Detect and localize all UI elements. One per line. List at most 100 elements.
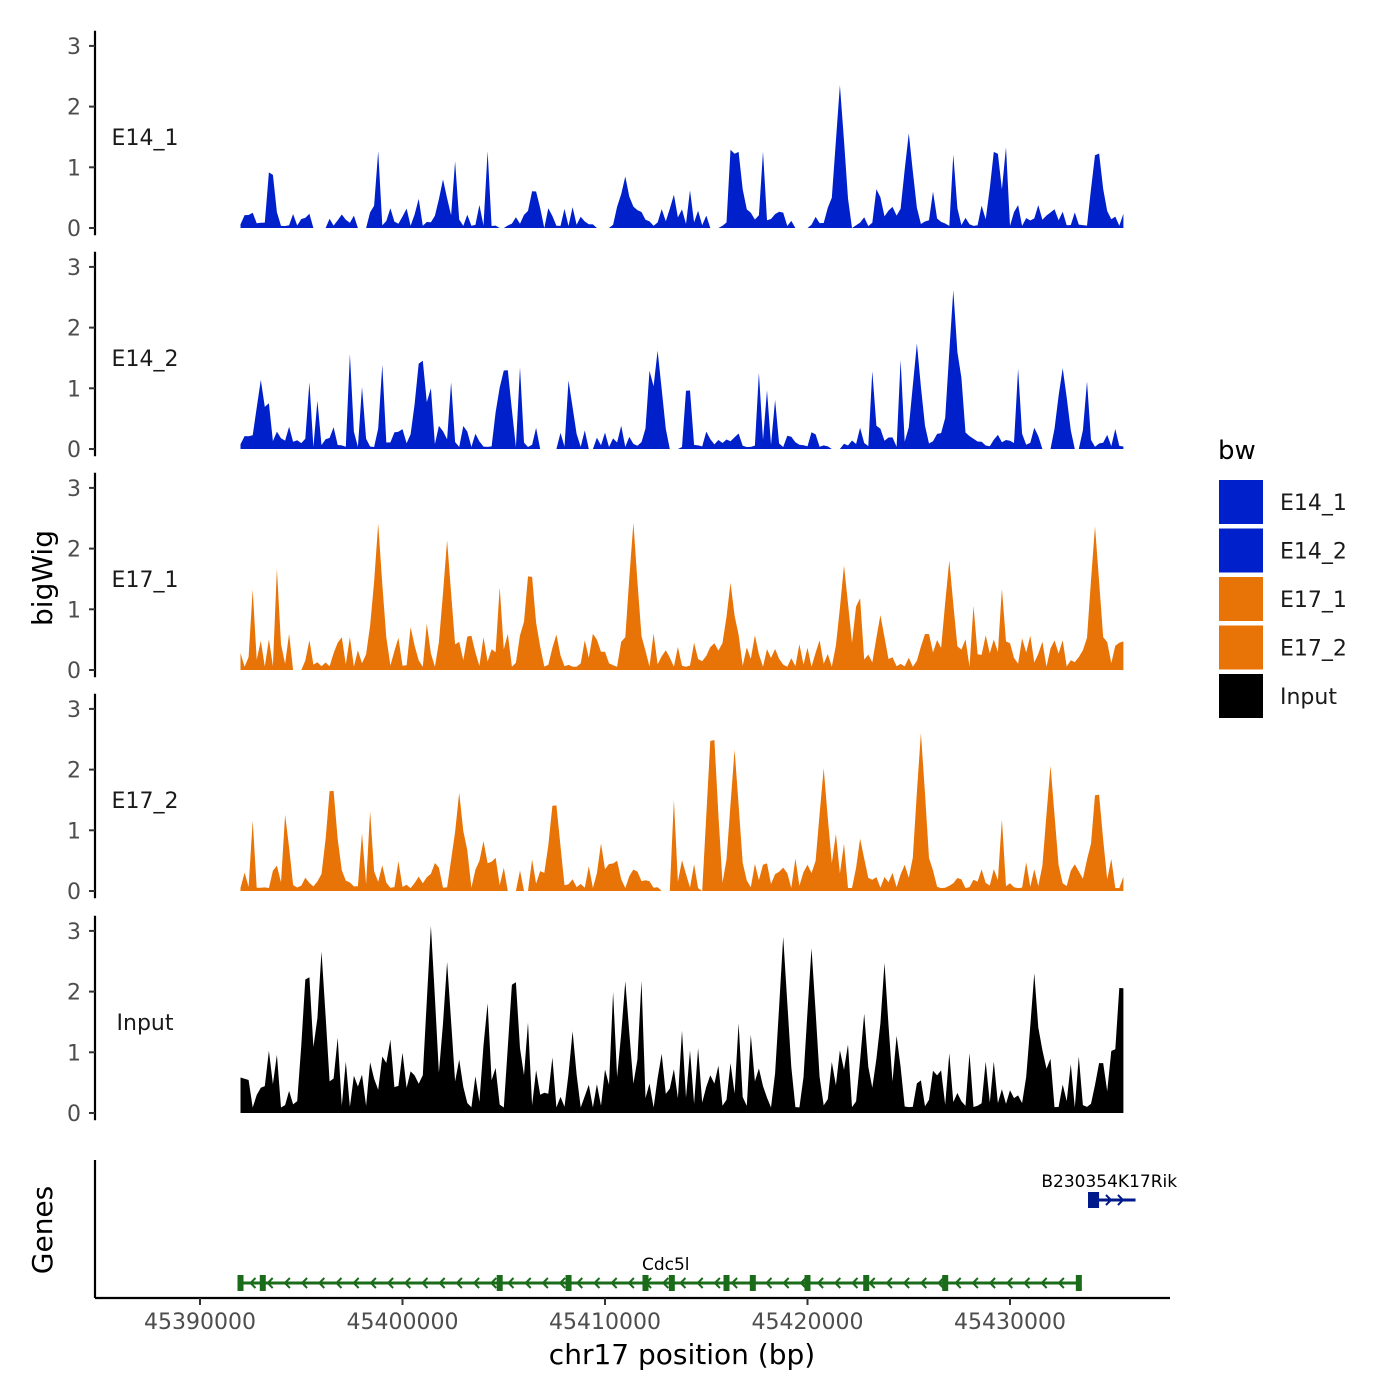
signal-area-Input [240,925,1124,1113]
strand-arrow [369,1277,377,1289]
legend: bw E14_1 E14_2 E17_1 E17_2 Input [1218,436,1347,718]
y-tick-label: 0 [67,880,81,905]
y-axis-label: bigWig [26,530,59,626]
legend-swatch-Input [1219,674,1263,718]
exon [565,1275,572,1291]
strand-arrow [816,1277,824,1289]
exon [1075,1275,1082,1291]
signal-area-E14_1 [240,85,1124,228]
legend-label: E17_2 [1280,637,1347,662]
strand-arrow [455,1277,463,1289]
y-tick-label: 2 [67,981,81,1006]
strand-arrow [403,1277,412,1289]
y-tick-label: 1 [67,819,81,844]
exon [259,1275,266,1291]
strand-arrow [919,1277,928,1289]
track-E17_2: 0 1 2 3 E17_2 [67,693,1124,905]
legend-label: E14_1 [1280,491,1347,516]
signal-area-E17_2 [240,733,1124,891]
y-tick-label: 3 [67,35,81,60]
track-label: E14_2 [112,347,179,372]
strand-arrow [868,1277,876,1289]
y-tick-label: 0 [67,1102,81,1127]
track-label: E14_1 [112,126,179,151]
strand-arrow [1040,1277,1048,1289]
strand-arrow [885,1277,893,1289]
exon [942,1275,949,1291]
exon [668,1275,675,1291]
track-E17_1: 0 1 2 3 E17_1 [67,472,1124,684]
bigwig-tracks: 0 1 2 3 E14_1 0 1 2 3 E14_2 0 1 2 3 E17_1 0 1 2 3 E17_2 0 1 2 3… [67,30,1124,1127]
strand-arrow [696,1277,704,1289]
track-label: Input [117,1011,174,1036]
legend-label: E14_2 [1280,540,1347,565]
track-Input: 0 1 2 3 Input [67,915,1124,1127]
strand-arrow [593,1277,601,1289]
exon [496,1275,503,1291]
strand-arrow [1005,1277,1014,1289]
y-tick-label: 0 [67,438,81,463]
strand-arrow [782,1277,790,1289]
y-tick-label: 3 [67,477,81,502]
strand-arrow [421,1277,429,1289]
strand-arrow [266,1277,274,1289]
strand-arrow [679,1277,687,1289]
strand-arrow [1057,1277,1065,1289]
strand-arrow [1105,1194,1113,1206]
strand-arrow [971,1277,979,1289]
strand-arrow [386,1277,394,1289]
signal-area-E14_2 [240,290,1124,449]
track-E14_2: 0 1 2 3 E14_2 [67,251,1124,463]
track-label: E17_1 [112,568,179,593]
strand-arrow [438,1277,446,1289]
exon [1088,1192,1094,1208]
gene-label: Cdc5l [642,1255,690,1275]
strand-arrow [902,1277,910,1289]
signal-area-E17_1 [240,522,1124,670]
x-tick-label: 45430000 [954,1310,1066,1335]
strand-arrow [713,1277,721,1289]
exon [723,1275,730,1291]
strand-arrow [627,1277,635,1289]
exon [642,1275,649,1291]
strand-arrow [317,1277,326,1289]
strand-arrow [765,1277,773,1289]
strand-arrow [352,1277,360,1289]
strand-arrow [249,1277,257,1289]
y-tick-label: 2 [67,759,81,784]
strand-arrow [524,1277,532,1289]
y-tick-label: 1 [67,1041,81,1066]
x-tick-label: 45400000 [347,1310,459,1335]
y-tick-label: 1 [67,156,81,181]
gene-Cdc5l: Cdc5l [237,1255,1082,1291]
strand-arrow [937,1277,945,1289]
strand-arrow [799,1277,807,1289]
y-tick-label: 1 [67,598,81,623]
exon [863,1275,870,1291]
genes-axis-label: Genes [26,1186,59,1274]
exon [1093,1192,1100,1208]
y-tick-label: 0 [67,217,81,242]
strand-arrow [610,1277,618,1289]
track-E14_1: 0 1 2 3 E14_1 [67,30,1124,242]
strand-arrow [1117,1194,1125,1206]
y-tick-label: 2 [67,538,81,563]
y-tick-label: 2 [67,317,81,342]
strand-arrow [489,1277,498,1289]
gene-B230354K17Rik: B230354K17Rik [1041,1172,1177,1208]
x-axis-label: chr17 position (bp) [549,1338,815,1371]
strand-arrow [954,1277,962,1289]
gene-track: Cdc5l B230354K17Rik [93,1160,1177,1298]
y-tick-label: 3 [67,920,81,945]
strand-arrow [507,1277,515,1289]
exon [804,1275,811,1291]
strand-arrow [988,1277,996,1289]
exon [749,1275,756,1291]
y-tick-label: 3 [67,256,81,281]
strand-arrow [575,1277,584,1289]
strand-arrow [472,1277,480,1289]
legend-title: bw [1218,436,1256,466]
y-tick-label: 0 [67,659,81,684]
x-tick-label: 45390000 [144,1310,256,1335]
